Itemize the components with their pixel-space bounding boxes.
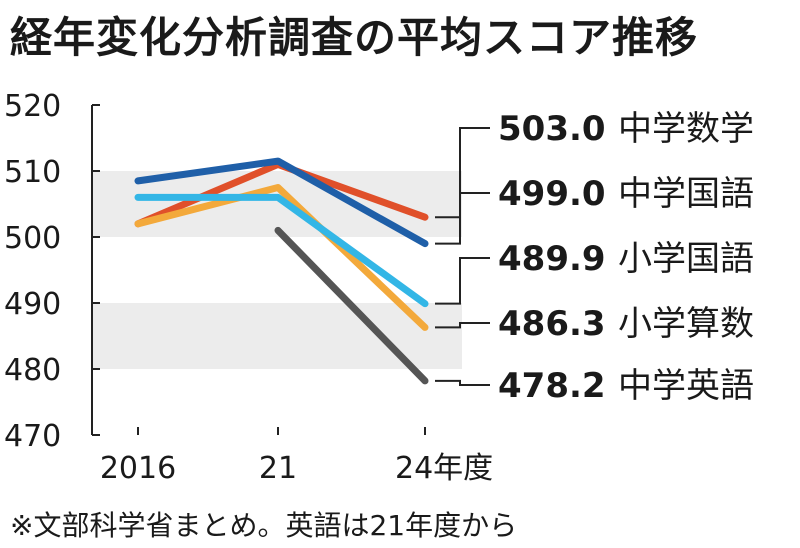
leader-line [435,192,490,245]
series-name: 中学数学 [618,109,754,149]
series-line-3 [134,184,429,331]
series-name: 中学国語 [618,174,754,214]
series-line-1 [134,157,429,248]
x-tick-label: 2016 [100,451,176,486]
leader-line [435,379,490,386]
series-line-4 [274,226,429,385]
series-name: 中学英語 [618,366,754,406]
x-axis-ticks: 2016 21 24年度 [100,427,493,486]
series-end-value: 486.3 [498,304,606,344]
series-end-value: 489.9 [498,239,606,279]
y-tick-label: 510 [4,155,61,190]
chart-title: 経年変化分析調査の平均スコア推移 [10,13,699,62]
series-end-value: 478.2 [498,366,606,406]
leader-line [435,257,490,305]
y-tick-label: 500 [4,221,61,256]
x-tick-label: 24年度 [395,451,493,486]
series-name: 小学国語 [618,239,754,279]
series-lines [134,157,429,385]
y-axis-ticks: 470 480 490 500 510 520 [4,89,100,454]
series-name: 小学算数 [618,304,754,344]
y-tick-label: 470 [4,419,61,454]
y-tick-label: 480 [4,353,61,388]
x-tick-label: 21 [259,451,297,486]
leader-line [435,127,490,219]
y-tick-label: 490 [4,287,61,322]
series-end-value: 503.0 [498,109,606,149]
series-end-value: 499.0 [498,174,606,214]
leader-line [435,322,490,329]
y-tick-label: 520 [4,89,61,124]
series-labels: 503.0 中学数学 499.0 中学国語 489.9 小学国語 486.3 小学算数 478.… [435,109,754,406]
source-note: ※文部科学省まとめ。英語は21年度から [10,509,518,542]
series-line-2 [134,193,429,308]
